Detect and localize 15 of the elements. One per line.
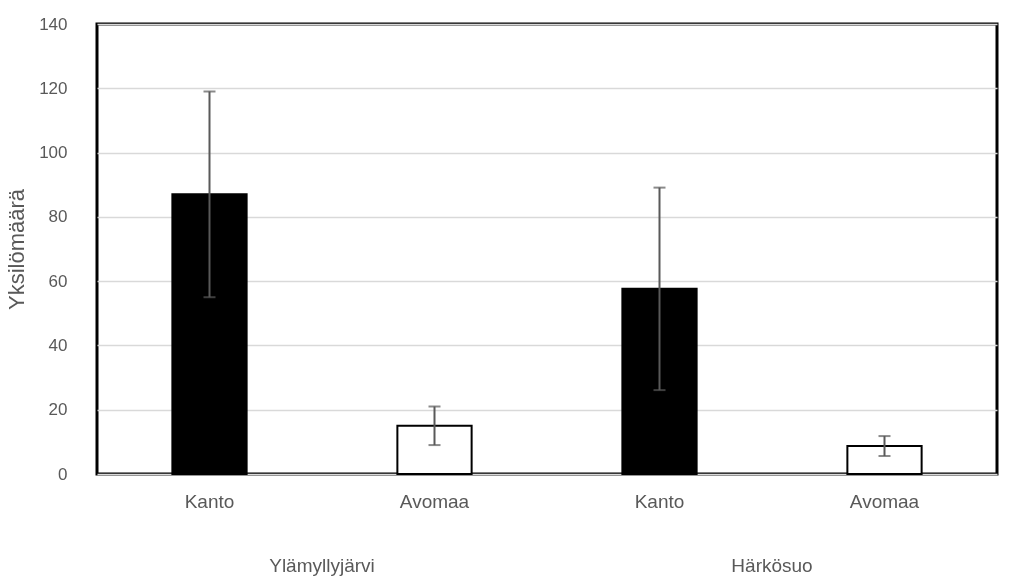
y-tick-label: 60	[48, 271, 68, 291]
y-tick-label: 20	[48, 400, 68, 420]
text: Härkösuo	[731, 555, 813, 576]
y-tick-label: 40	[48, 335, 68, 355]
y-tick-label: 140	[39, 14, 68, 34]
y-axis-title: Yksilömäärä	[4, 188, 30, 311]
x-tick-label: Avomaa	[849, 490, 920, 512]
y-tick-label: 80	[48, 207, 68, 227]
y-tick-label: 120	[39, 78, 68, 98]
y-tick-label: 100	[39, 143, 68, 163]
y-tick-label: 0	[58, 464, 68, 484]
x-tick-label: Kanto	[634, 490, 685, 512]
text: Ylämyllyjärvi	[269, 555, 375, 576]
x-tick-label: Avomaa	[399, 490, 470, 512]
x-tick-label: Kanto	[184, 490, 235, 512]
